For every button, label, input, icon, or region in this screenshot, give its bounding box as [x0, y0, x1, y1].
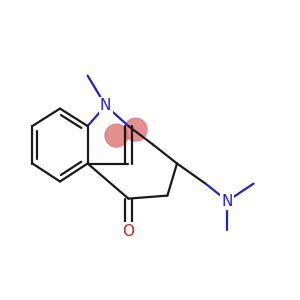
Circle shape — [124, 118, 147, 141]
Text: O: O — [122, 224, 134, 238]
Text: N: N — [222, 194, 233, 208]
Text: N: N — [100, 98, 111, 113]
Circle shape — [105, 124, 128, 147]
